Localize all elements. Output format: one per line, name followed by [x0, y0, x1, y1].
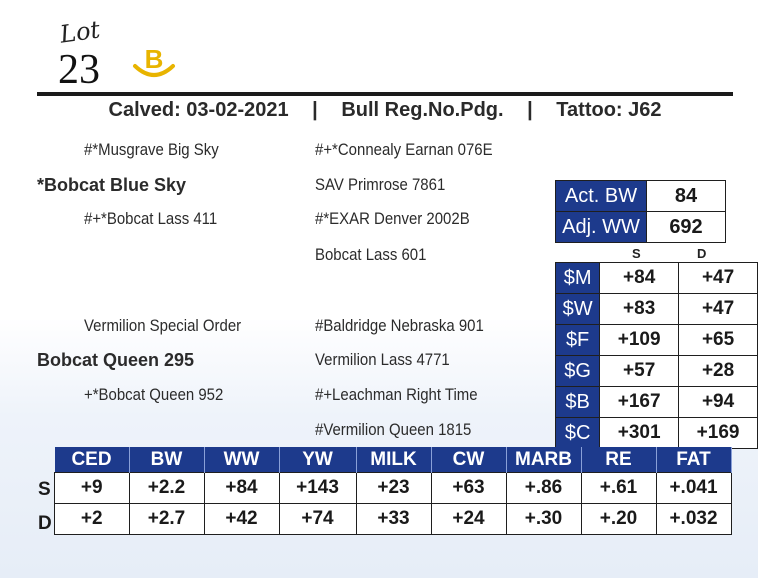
index-sire-value: +83 [599, 293, 680, 325]
ss-dam: SAV Primrose 7861 [315, 175, 446, 194]
epd-sire-row: +9 +2.2 +84 +143 +23 +63 +.86 +.61 +.041 [54, 472, 732, 504]
ds-dam: Vermilion Lass 4771 [315, 350, 450, 369]
index-label: $B [554, 386, 601, 418]
index-row: $B +167 +94 [554, 386, 758, 418]
index-table: $M +84 +47 $W +83 +47 $F +109 +65 $G +57… [554, 262, 758, 449]
index-row: $F +109 +65 [554, 324, 758, 356]
sd-dam: Bobcat Lass 601 [315, 245, 427, 264]
index-label: $C [554, 417, 601, 449]
epd-value: +.30 [505, 503, 582, 535]
epd-table: CED BW WW YW MILK CW MARB RE FAT +9 +2.2… [54, 447, 732, 535]
epd-value: +.20 [580, 503, 657, 535]
weights-table: Act. BW 84 Adj. WW 692 [555, 180, 726, 243]
index-sire-value: +109 [599, 324, 680, 356]
index-sire-value: +84 [599, 262, 680, 294]
index-sire-value: +167 [599, 386, 680, 418]
index-dam-value: +169 [678, 417, 758, 449]
index-label: $M [554, 262, 601, 294]
epd-header: WW [204, 447, 280, 473]
epd-value: +74 [278, 503, 357, 535]
header-rule [37, 92, 733, 96]
epd-value: +.61 [580, 472, 657, 504]
epd-header: MARB [506, 447, 582, 473]
index-dam-value: +47 [678, 262, 758, 294]
sire-dam: #+*Bobcat Lass 411 [84, 209, 218, 228]
dd-sire: #+Leachman Right Time [315, 385, 478, 404]
epd-header: CED [54, 447, 130, 473]
epd-value: +.032 [655, 503, 732, 535]
weight-label: Adj. WW [555, 211, 647, 243]
index-dam-value: +47 [678, 293, 758, 325]
index-row: $G +57 +28 [554, 355, 758, 387]
dd-dam: #Vermilion Queen 1815 [315, 420, 472, 439]
epd-value: +23 [355, 472, 432, 504]
badge-letter: B [145, 44, 164, 74]
index-label: $F [554, 324, 601, 356]
index-sire-value: +57 [599, 355, 680, 387]
weight-value: 84 [646, 180, 726, 212]
calved-date: Calved: 03-02-2021 [108, 99, 289, 121]
weight-row: Act. BW 84 [555, 180, 726, 212]
epd-header: BW [129, 447, 205, 473]
index-row: $W +83 +47 [554, 293, 758, 325]
epd-value: +63 [430, 472, 507, 504]
epd-value: +.86 [505, 472, 582, 504]
lot-label: Lot [58, 15, 102, 49]
epd-value: +2.2 [128, 472, 205, 504]
epd-value: +24 [430, 503, 507, 535]
weight-row: Adj. WW 692 [555, 211, 726, 243]
registration: Bull Reg.No.Pdg. [341, 99, 504, 121]
separator: | [312, 99, 318, 121]
epd-header: MILK [356, 447, 432, 473]
header-line: Calved: 03-02-2021 | Bull Reg.No.Pdg. | … [37, 96, 733, 124]
index-row: $C +301 +169 [554, 417, 758, 449]
epd-value: +42 [203, 503, 280, 535]
index-col-s: S [632, 246, 641, 261]
epd-header: CW [431, 447, 507, 473]
dam-dam: +*Bobcat Queen 952 [84, 385, 224, 404]
ss-sire: #+*Connealy Earnan 076E [315, 140, 493, 159]
weight-value: 692 [646, 211, 726, 243]
index-dam-value: +65 [678, 324, 758, 356]
epd-value: +9 [54, 472, 130, 504]
index-col-d: D [697, 246, 707, 261]
epd-value: +.041 [655, 472, 732, 504]
index-dam-value: +28 [678, 355, 758, 387]
index-label: $G [554, 355, 601, 387]
dam-sire: Vermilion Special Order [84, 316, 242, 335]
epd-value: +84 [203, 472, 280, 504]
epd-dam-row: +2 +2.7 +42 +74 +33 +24 +.30 +.20 +.032 [54, 503, 732, 535]
index-label: $W [554, 293, 601, 325]
index-sire-value: +301 [599, 417, 680, 449]
epd-header: FAT [656, 447, 732, 473]
epd-row-label: S [38, 479, 51, 500]
ds-sire: #Baldridge Nebraska 901 [315, 316, 484, 335]
sd-sire: #*EXAR Denver 2002B [315, 209, 470, 228]
weight-label: Act. BW [555, 180, 647, 212]
separator: | [527, 99, 533, 121]
tattoo: Tattoo: J62 [556, 99, 662, 121]
epd-row-label: D [38, 513, 52, 534]
b-badge-icon: B [132, 44, 176, 84]
sire-sire: #*Musgrave Big Sky [84, 140, 219, 159]
epd-header: YW [279, 447, 357, 473]
epd-header-row: CED BW WW YW MILK CW MARB RE FAT [54, 447, 732, 473]
epd-value: +2.7 [128, 503, 205, 535]
index-row: $M +84 +47 [554, 262, 758, 294]
index-dam-value: +94 [678, 386, 758, 418]
epd-value: +2 [54, 503, 130, 535]
sire: *Bobcat Blue Sky [37, 175, 187, 195]
dam: Bobcat Queen 295 [37, 350, 195, 370]
epd-header: RE [581, 447, 657, 473]
lot-number: 23 [58, 47, 100, 93]
epd-value: +143 [278, 472, 357, 504]
epd-value: +33 [355, 503, 432, 535]
